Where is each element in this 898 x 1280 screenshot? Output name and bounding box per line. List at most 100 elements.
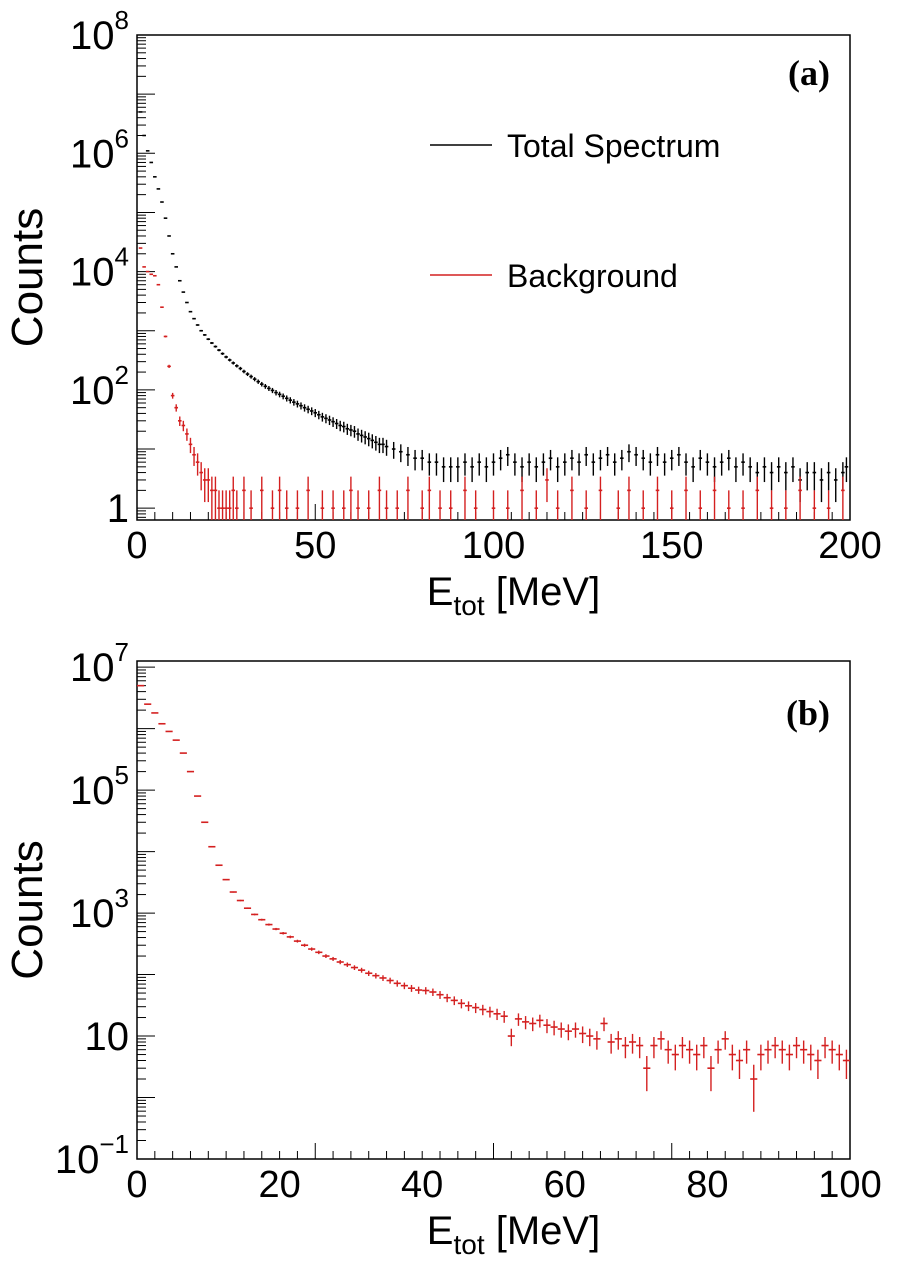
data-point <box>242 476 246 520</box>
data-point <box>563 453 567 476</box>
data-point <box>374 435 378 451</box>
data-point <box>470 457 474 483</box>
data-point <box>399 444 403 463</box>
data-point <box>163 335 168 338</box>
data-point <box>564 1024 572 1041</box>
data-point <box>220 352 225 355</box>
data-point <box>534 490 539 520</box>
data-point <box>784 490 788 520</box>
data-point <box>420 449 424 471</box>
data-point <box>185 428 189 441</box>
data-point <box>557 1022 565 1038</box>
data-point <box>835 1044 843 1071</box>
data-point <box>691 457 695 483</box>
data-point <box>664 1040 672 1064</box>
x-tick-label: 60 <box>544 1164 586 1206</box>
data-point <box>627 444 631 463</box>
data-point <box>217 490 221 520</box>
data-point <box>270 490 275 520</box>
data-point <box>584 490 588 520</box>
data-point <box>473 490 478 520</box>
data-point <box>662 453 667 476</box>
data-point <box>472 1003 480 1014</box>
data-point <box>791 457 795 483</box>
data-point <box>341 421 346 433</box>
data-point <box>331 490 335 520</box>
data-point <box>277 391 282 398</box>
data-point <box>684 453 688 476</box>
data-point <box>748 457 752 483</box>
data-point <box>317 410 321 420</box>
data-point <box>306 476 310 520</box>
data-point <box>826 462 831 491</box>
data-point <box>741 453 745 476</box>
data-point <box>769 462 774 491</box>
y-tick-label: 107 <box>70 637 129 690</box>
x-tick-label: 80 <box>686 1164 728 1206</box>
data-point <box>149 273 154 276</box>
y-tick-exponent: 2 <box>115 360 129 390</box>
data-point <box>493 1008 501 1021</box>
data-point <box>420 490 424 520</box>
data-point <box>550 1020 558 1036</box>
data-point <box>174 404 178 412</box>
data-point <box>441 457 446 483</box>
data-point <box>429 988 437 997</box>
data-point <box>393 980 401 987</box>
data-point <box>315 950 323 955</box>
data-point <box>236 899 244 902</box>
y-tick-base: 10 <box>70 132 115 176</box>
data-point <box>628 1033 637 1054</box>
data-point <box>192 317 196 320</box>
data-point <box>826 490 831 520</box>
data-point <box>334 418 339 430</box>
x-tick-label: 50 <box>294 525 336 567</box>
data-point <box>343 962 351 967</box>
data-point <box>265 923 273 926</box>
data-point <box>434 453 439 476</box>
data-point <box>224 355 228 359</box>
data-point <box>177 279 182 282</box>
data-point <box>500 1010 508 1023</box>
data-point <box>145 270 150 273</box>
data-point <box>293 939 301 943</box>
data-point <box>612 453 617 476</box>
panel-label: (b) <box>786 693 830 733</box>
data-point <box>457 999 465 1009</box>
data-point <box>463 476 467 520</box>
data-point <box>379 975 387 981</box>
data-point <box>213 345 218 348</box>
data-point <box>153 274 157 277</box>
data-point <box>308 947 316 951</box>
data-point <box>224 490 228 520</box>
x-axis-label-sub: tot <box>453 590 484 621</box>
data-point <box>620 449 624 471</box>
data-point <box>341 490 346 520</box>
data-point <box>206 468 211 503</box>
data-point <box>591 453 596 476</box>
data-point <box>579 1026 587 1044</box>
data-point <box>764 1040 772 1064</box>
data-point <box>814 1049 822 1080</box>
data-point <box>514 1013 523 1026</box>
data-point <box>245 372 250 377</box>
data-point <box>778 1040 786 1064</box>
data-point <box>258 918 266 921</box>
y-tick-exponent: −1 <box>99 1129 129 1159</box>
data-point <box>384 439 389 456</box>
data-point <box>448 490 453 520</box>
data-point <box>391 441 396 459</box>
data-point <box>671 1044 679 1071</box>
y-axis-label: Counts <box>3 208 52 347</box>
data-point <box>231 361 236 365</box>
series-data <box>137 684 850 1112</box>
data-point <box>705 453 710 476</box>
data-point <box>593 1031 601 1050</box>
data-point <box>202 468 207 503</box>
data-point <box>231 476 236 520</box>
data-point <box>338 420 342 432</box>
data-point <box>324 414 328 424</box>
data-point <box>714 1040 722 1064</box>
